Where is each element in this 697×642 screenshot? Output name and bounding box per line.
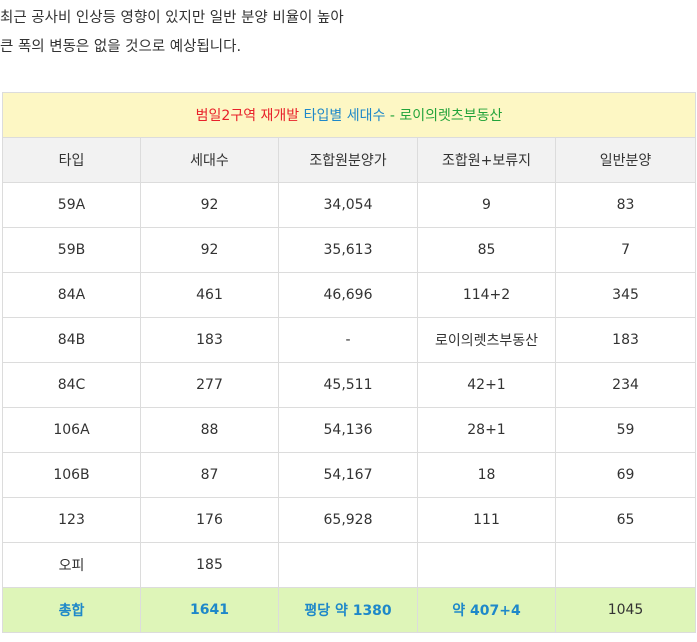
table-row: 123 176 65,928 111 65	[2, 497, 697, 543]
table-header-row: 타입 세대수 조합원분양가 조합원+보류지 일반분양	[2, 137, 697, 183]
cell-type: 106B	[2, 452, 141, 498]
total-general-sale: 1045	[554, 587, 697, 633]
cell-general-sale: 65	[554, 497, 697, 543]
cell-member-price: -	[278, 317, 418, 363]
cell-member-reserve: 9	[417, 182, 556, 228]
table-row: 84B 183 - 로이의렛츠부동산 183	[2, 317, 697, 363]
table-row: 106B 87 54,167 18 69	[2, 452, 697, 498]
table-title-part-3: - 로이의렛츠부동산	[389, 108, 503, 124]
cell-member-price: 65,928	[278, 497, 418, 543]
cell-type: 59B	[2, 227, 141, 273]
table-row: 59B 92 35,613 85 7	[2, 227, 697, 273]
header-type: 타입	[2, 137, 141, 183]
cell-type: 84A	[2, 272, 141, 318]
cell-general-sale: 183	[554, 317, 697, 363]
cell-member-price: 54,136	[278, 407, 418, 453]
cell-member-reserve: 114+2	[417, 272, 556, 318]
cell-member-price: 46,696	[278, 272, 418, 318]
cell-households: 185	[140, 542, 279, 588]
cell-general-sale: 83	[554, 182, 697, 228]
intro-line-2: 큰 폭의 변동은 없을 것으로 예상됩니다.	[0, 39, 242, 55]
cell-general-sale: 69	[554, 452, 697, 498]
cell-households: 461	[140, 272, 279, 318]
intro-line-1: 최근 공사비 인상등 영향이 있지만 일반 분양 비율이 높아	[0, 10, 344, 26]
unit-type-table: 범일2구역 재개발 타입별 세대수 - 로이의렛츠부동산 타입 세대수 조합원분…	[1, 92, 697, 633]
cell-households: 92	[140, 227, 279, 273]
cell-households: 176	[140, 497, 279, 543]
cell-households: 277	[140, 362, 279, 408]
header-households: 세대수	[140, 137, 279, 183]
total-member-price: 평당 약 1380	[278, 587, 418, 633]
header-member-price: 조합원분양가	[278, 137, 418, 183]
cell-member-reserve: 28+1	[417, 407, 556, 453]
cell-type: 123	[2, 497, 141, 543]
cell-general-sale: 7	[554, 227, 697, 273]
cell-households: 92	[140, 182, 279, 228]
cell-member-reserve: 42+1	[417, 362, 556, 408]
total-label: 총합	[2, 587, 141, 633]
cell-member-price: 45,511	[278, 362, 418, 408]
table-title-part-2: 타입별 세대수	[303, 108, 386, 124]
table-title: 범일2구역 재개발 타입별 세대수 - 로이의렛츠부동산	[1, 92, 697, 138]
table-row: 59A 92 34,054 9 83	[2, 182, 697, 228]
cell-member-price	[278, 542, 418, 588]
cell-member-price: 35,613	[278, 227, 418, 273]
cell-member-reserve: 111	[417, 497, 556, 543]
cell-member-price: 54,167	[278, 452, 418, 498]
cell-general-sale: 59	[554, 407, 697, 453]
table-total-row: 총합 1641 평당 약 1380 약 407+4 1045	[2, 587, 697, 633]
total-households: 1641	[140, 587, 279, 633]
table-row: 84A 461 46,696 114+2 345	[2, 272, 697, 318]
cell-type: 84B	[2, 317, 141, 363]
cell-member-reserve	[417, 542, 556, 588]
cell-households: 87	[140, 452, 279, 498]
cell-general-sale	[554, 542, 697, 588]
cell-general-sale: 234	[554, 362, 697, 408]
header-member-reserve: 조합원+보류지	[417, 137, 556, 183]
table-row: 84C 277 45,511 42+1 234	[2, 362, 697, 408]
cell-general-sale: 345	[554, 272, 697, 318]
cell-member-reserve: 로이의렛츠부동산	[417, 317, 556, 363]
cell-type: 59A	[2, 182, 141, 228]
cell-households: 88	[140, 407, 279, 453]
cell-member-price: 34,054	[278, 182, 418, 228]
cell-type: 84C	[2, 362, 141, 408]
table-title-row: 범일2구역 재개발 타입별 세대수 - 로이의렛츠부동산	[1, 92, 697, 138]
intro-text: 최근 공사비 인상등 영향이 있지만 일반 분양 비율이 높아 큰 폭의 변동은…	[0, 4, 697, 62]
table-title-part-1: 범일2구역 재개발	[195, 108, 300, 124]
cell-type: 106A	[2, 407, 141, 453]
header-general-sale: 일반분양	[554, 137, 697, 183]
cell-type: 오피	[2, 542, 141, 588]
cell-member-reserve: 85	[417, 227, 556, 273]
cell-households: 183	[140, 317, 279, 363]
table-row: 106A 88 54,136 28+1 59	[2, 407, 697, 453]
total-member-reserve: 약 407+4	[417, 587, 556, 633]
cell-member-reserve: 18	[417, 452, 556, 498]
table-row: 오피 185	[2, 542, 697, 588]
